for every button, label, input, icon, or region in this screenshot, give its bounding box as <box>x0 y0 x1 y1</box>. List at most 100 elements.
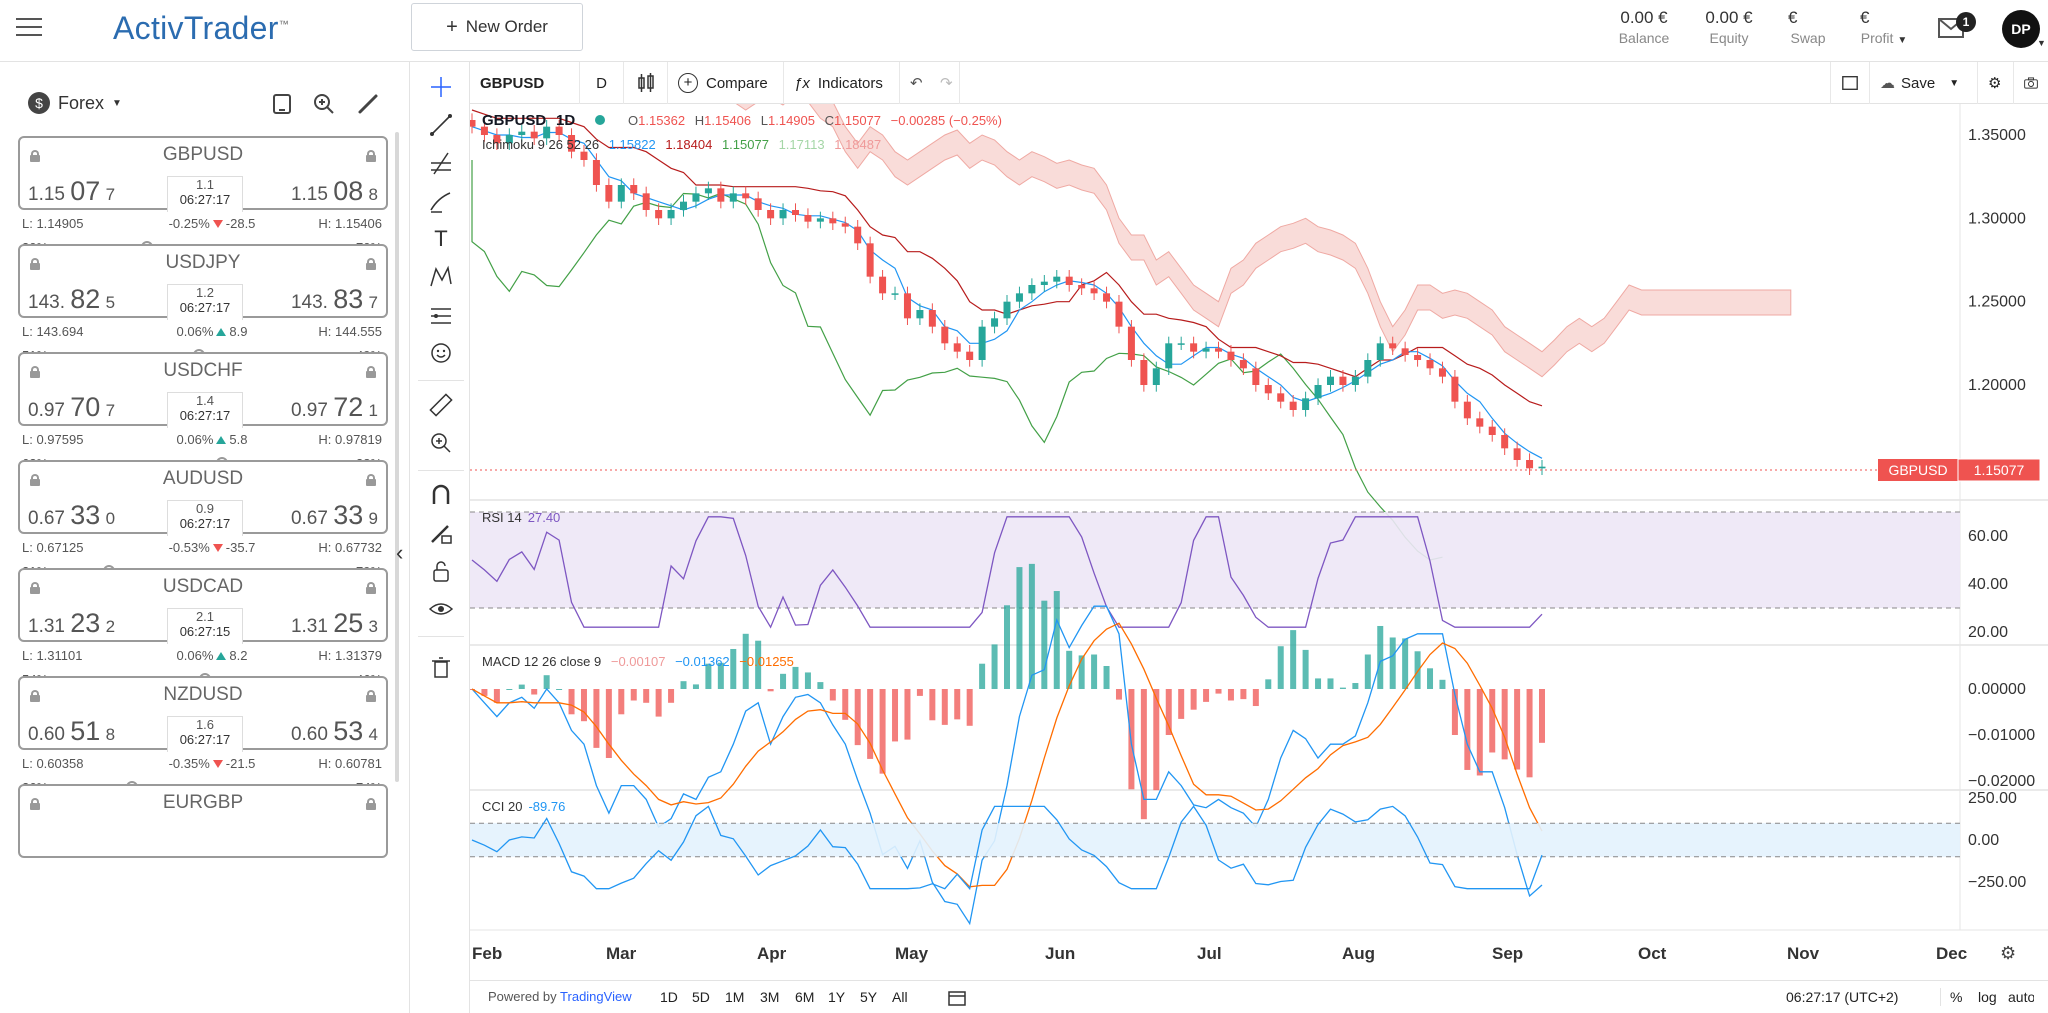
trend-line-icon[interactable] <box>428 112 454 138</box>
macd-histogram-bar <box>1389 637 1396 689</box>
range-1d[interactable]: 1D <box>660 989 678 1005</box>
zoom-icon[interactable] <box>428 430 454 456</box>
menu-icon[interactable] <box>16 18 42 40</box>
new-order-button[interactable]: + New Order <box>411 3 583 51</box>
caret-down-icon: ▼ <box>1897 35 1908 46</box>
brush-icon[interactable] <box>428 188 454 214</box>
fib-tools-icon[interactable] <box>428 150 454 176</box>
crosshair-icon[interactable] <box>428 74 454 100</box>
instrument-card-audusd[interactable]: AUDUSD 0.67 33 0 0.67 33 9 0.9 06:27:17 <box>18 460 388 536</box>
trash-icon[interactable] <box>428 654 454 680</box>
balance-stat: 0.00 € Balance <box>1618 8 1670 46</box>
percent-toggle[interactable]: % <box>1950 989 1963 1005</box>
range-all[interactable]: All <box>892 989 908 1005</box>
avatar[interactable]: DP <box>2002 10 2040 48</box>
lock-drawing-pencil-icon[interactable] <box>428 520 454 546</box>
candle-body <box>1513 448 1521 460</box>
macd-histogram-bar <box>630 689 637 701</box>
category-dropdown[interactable]: $ Forex ▼ <box>28 92 122 114</box>
candle-body <box>1127 326 1135 360</box>
range-1y[interactable]: 1Y <box>828 989 846 1005</box>
last-price-tag: GBPUSD 1.15077 <box>1878 458 2041 482</box>
emoji-icon[interactable] <box>428 340 454 366</box>
sidebar-scrollbar[interactable] <box>395 132 399 782</box>
sell-price-button[interactable]: 0.67 33 0 <box>28 500 116 530</box>
sell-price-button[interactable]: 0.60 51 8 <box>28 716 116 746</box>
candle-body <box>841 223 849 227</box>
unlock-icon[interactable] <box>428 558 454 584</box>
magnet-icon[interactable] <box>428 482 454 508</box>
prediction-icon[interactable] <box>428 302 454 328</box>
buy-price-button[interactable]: 1.15 08 8 <box>290 176 378 206</box>
instrument-card-usdjpy[interactable]: USDJPY 143. 82 5 143. 83 7 1.2 06:27:17 <box>18 244 388 320</box>
avatar-caret-icon[interactable]: ▼ <box>2037 38 2046 48</box>
candle-body <box>704 188 712 194</box>
instrument-symbol: GBPUSD <box>162 144 244 165</box>
macd-histogram-bar <box>518 684 525 689</box>
rsi-axis-label: 60.00 <box>1968 528 2008 545</box>
rsi-legend: RSI 14 27.40 <box>482 510 560 525</box>
collapse-sidebar-icon[interactable]: ‹ <box>396 540 404 565</box>
redo-icon[interactable]: ↷ <box>930 62 960 104</box>
macd-histogram-bar <box>493 689 500 703</box>
range-3m[interactable]: 3M <box>760 989 780 1005</box>
camera-icon[interactable] <box>2014 62 2048 104</box>
tablet-icon[interactable] <box>270 92 296 118</box>
sell-price-button[interactable]: 1.31 23 2 <box>28 608 116 638</box>
sell-price-button[interactable]: 1.15 07 7 <box>28 176 116 206</box>
instrument-card-usdchf[interactable]: USDCHF 0.97 70 7 0.97 72 1 1.4 06:27:17 <box>18 352 388 428</box>
instrument-card-usdcad[interactable]: USDCAD 1.31 23 2 1.31 25 3 2.1 06:27:15 <box>18 568 388 644</box>
range-5y[interactable]: 5Y <box>860 989 878 1005</box>
calendar-icon[interactable] <box>947 989 967 1010</box>
zoom-in-icon[interactable] <box>312 92 338 118</box>
sell-price-button[interactable]: 143. 82 5 <box>28 284 116 314</box>
instrument-card-gbpusd[interactable]: GBPUSD 1.15 07 7 1.15 08 8 1.1 06:27:17 <box>18 136 388 212</box>
chart-area[interactable]: 1.35000 1.30000 1.25000 1.20000 60.00 40.00 20… <box>468 67 2048 984</box>
symbol-search[interactable]: GBPUSD <box>470 62 580 104</box>
instrument-card-eurgbp[interactable]: EURGBP <box>18 784 388 858</box>
range-5d[interactable]: 5D <box>692 989 710 1005</box>
powered-by[interactable]: Powered by TradingView <box>488 989 632 1004</box>
log-toggle[interactable]: log <box>1978 989 1997 1005</box>
profit-dropdown[interactable]: € Profit ▼ <box>1860 8 1908 46</box>
macd-histogram-bar <box>804 672 811 689</box>
buy-price-button[interactable]: 0.60 53 4 <box>290 716 378 746</box>
range-1m[interactable]: 1M <box>725 989 745 1005</box>
macd-histogram-bar <box>1190 689 1197 710</box>
auto-toggle[interactable]: auto <box>2008 989 2034 1005</box>
buy-price-button[interactable]: 0.67 33 9 <box>290 500 378 530</box>
save-button[interactable]: ☁ Save ▼ <box>1870 62 1978 104</box>
candles-icon[interactable] <box>624 62 668 104</box>
lock-icon <box>366 258 376 270</box>
macd-histogram-bar <box>1476 689 1483 776</box>
eye-icon[interactable] <box>428 596 454 622</box>
clock-time[interactable]: 06:27:17 (UTC+2) <box>1786 989 1899 1005</box>
price-chart[interactable]: 1.35000 1.30000 1.25000 1.20000 60.00 40.00 20… <box>468 67 2048 980</box>
arrow-down-icon <box>212 760 223 768</box>
fullscreen-icon[interactable] <box>1830 62 1870 104</box>
mail-icon[interactable]: 1 <box>1938 12 1976 40</box>
day-low: L: 1.14905 <box>22 216 84 231</box>
buy-price-button[interactable]: 1.31 25 3 <box>290 608 378 638</box>
indicators-button[interactable]: ƒx Indicators <box>784 62 900 104</box>
buy-price-button[interactable]: 143. 83 7 <box>290 284 378 314</box>
compare-button[interactable]: + Compare <box>668 62 784 104</box>
ruler-icon[interactable] <box>428 392 454 418</box>
candle-body <box>1289 401 1297 410</box>
candle-body <box>1202 348 1210 352</box>
candle-body <box>1078 285 1086 289</box>
candle-body <box>903 293 911 319</box>
macd-legend: MACD 12 26 close 9 −0.00107 −0.01362 −0.… <box>482 654 794 669</box>
text-tool-icon[interactable]: T <box>434 226 448 251</box>
range-6m[interactable]: 6M <box>795 989 815 1005</box>
candle-body <box>642 193 650 210</box>
undo-icon[interactable]: ↶ <box>910 75 923 92</box>
pattern-icon[interactable] <box>428 264 454 290</box>
settings-gear-icon[interactable]: ⚙ <box>1978 62 2014 104</box>
sell-price-button[interactable]: 0.97 70 7 <box>28 392 116 422</box>
interval-button[interactable]: D <box>580 62 624 104</box>
candle-body <box>530 131 538 139</box>
instrument-card-nzdusd[interactable]: NZDUSD 0.60 51 8 0.60 53 4 1.6 06:27:17 <box>18 676 388 752</box>
pencil-icon[interactable] <box>356 92 382 118</box>
buy-price-button[interactable]: 0.97 72 1 <box>290 392 378 422</box>
